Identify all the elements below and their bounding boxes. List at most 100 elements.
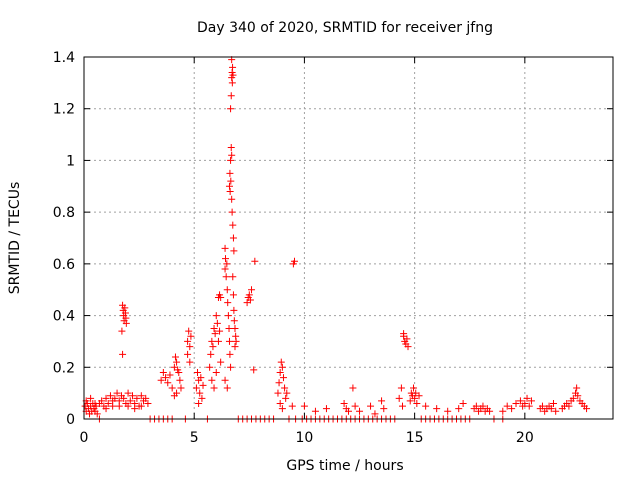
data-point <box>499 407 507 415</box>
data-point <box>128 392 136 400</box>
data-point <box>288 402 296 410</box>
data-point <box>226 187 234 195</box>
data-point <box>226 350 234 358</box>
data-point <box>349 384 357 392</box>
data-point <box>400 330 408 338</box>
data-point <box>214 337 222 345</box>
data-point <box>274 389 282 397</box>
data-point <box>565 402 573 410</box>
data-point <box>93 410 101 418</box>
y-tick-label: 0.8 <box>53 205 75 221</box>
data-point <box>118 327 126 335</box>
data-point <box>197 374 205 382</box>
data-point <box>278 405 286 413</box>
data-point <box>351 402 359 410</box>
x-tick-label: 0 <box>80 430 89 446</box>
data-point <box>184 350 192 358</box>
data-point <box>124 402 132 410</box>
data-point <box>229 63 237 71</box>
data-point <box>508 405 516 413</box>
data-point <box>175 368 183 376</box>
data-point <box>275 379 283 387</box>
data-point <box>102 405 110 413</box>
data-point <box>196 389 204 397</box>
data-point <box>194 368 202 376</box>
data-point <box>209 343 217 351</box>
data-point <box>228 208 236 216</box>
data-point <box>399 402 407 410</box>
data-point <box>229 291 237 299</box>
data-point <box>185 327 193 335</box>
data-point <box>186 343 194 351</box>
data-point <box>356 407 364 415</box>
data-point <box>104 399 112 407</box>
y-tick-label: 0.6 <box>53 257 75 273</box>
data-point <box>206 363 214 371</box>
data-point <box>166 371 174 379</box>
data-point <box>472 402 480 410</box>
x-tick-label: 5 <box>190 430 199 446</box>
data-point <box>411 394 419 402</box>
data-point <box>223 286 231 294</box>
data-point <box>547 405 555 413</box>
data-point <box>404 343 412 351</box>
data-point <box>444 407 452 415</box>
y-tick-label: 0.4 <box>53 309 75 325</box>
data-point <box>157 376 165 384</box>
data-point <box>171 353 179 361</box>
data-point <box>195 399 203 407</box>
data-point <box>413 399 421 407</box>
data-point <box>512 399 520 407</box>
data-point <box>222 255 230 263</box>
data-point <box>126 397 134 405</box>
data-point <box>137 402 145 410</box>
data-point <box>168 384 176 392</box>
data-point <box>213 319 221 327</box>
data-point <box>216 327 224 335</box>
data-point <box>192 384 200 392</box>
data-point <box>479 402 487 410</box>
data-point <box>248 286 256 294</box>
data-point <box>486 407 494 415</box>
data-point <box>221 265 229 273</box>
data-point <box>228 195 236 203</box>
data-point <box>516 397 524 405</box>
data-point <box>229 71 237 79</box>
data-point <box>210 384 218 392</box>
data-point <box>395 394 403 402</box>
data-point <box>371 410 379 418</box>
data-point <box>380 405 388 413</box>
data-point <box>227 92 235 100</box>
data-point <box>109 402 117 410</box>
data-point <box>367 402 375 410</box>
data-point <box>433 405 441 413</box>
data-point <box>378 397 386 405</box>
data-point <box>222 273 230 281</box>
data-point <box>410 384 418 392</box>
data-point <box>276 368 284 376</box>
data-point <box>221 244 229 252</box>
data-point <box>113 389 121 397</box>
data-point <box>227 105 235 113</box>
data-point <box>187 332 195 340</box>
data-point <box>525 402 533 410</box>
y-tick-label: 0 <box>66 412 75 428</box>
data-point <box>227 144 235 151</box>
y-tick-label: 1.2 <box>53 102 75 118</box>
data-point <box>250 366 258 374</box>
data-point <box>403 335 411 343</box>
data-point <box>283 389 291 397</box>
data-point <box>281 384 289 392</box>
data-point <box>569 394 577 402</box>
data-point <box>538 402 546 410</box>
data-point <box>217 358 225 366</box>
data-point <box>164 379 172 387</box>
data-point <box>122 319 130 327</box>
data-point <box>170 392 178 400</box>
data-point <box>212 312 220 320</box>
data-point <box>221 376 229 384</box>
data-point <box>521 399 529 407</box>
data-point <box>121 304 129 312</box>
data-point <box>208 376 216 384</box>
